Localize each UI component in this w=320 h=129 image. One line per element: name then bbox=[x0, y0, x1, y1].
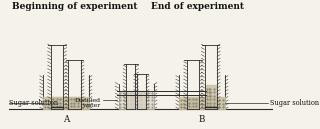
Text: I: I bbox=[208, 87, 211, 95]
Text: II: II bbox=[208, 91, 213, 99]
Text: Beginning of experiment: Beginning of experiment bbox=[12, 2, 137, 11]
Text: End of experiment: End of experiment bbox=[151, 2, 244, 11]
Text: Sugar solution: Sugar solution bbox=[9, 99, 58, 107]
Text: B: B bbox=[199, 115, 205, 124]
Text: Distilled
water: Distilled water bbox=[75, 98, 101, 108]
Text: A: A bbox=[63, 115, 69, 124]
Text: Sugar solution: Sugar solution bbox=[269, 99, 319, 107]
